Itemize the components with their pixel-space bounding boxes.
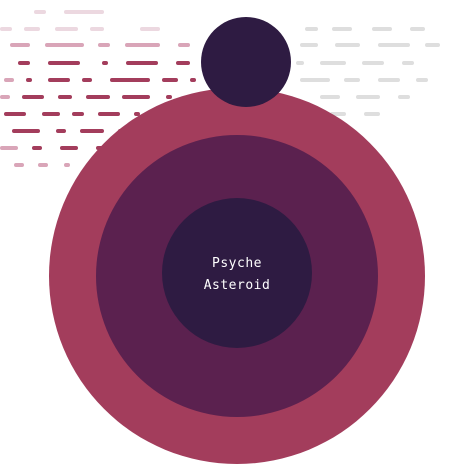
motion-streak	[410, 27, 425, 31]
motion-streak	[134, 112, 140, 116]
motion-streak	[178, 43, 190, 47]
motion-streak	[4, 112, 26, 116]
motion-streak	[86, 95, 110, 99]
motion-streak	[335, 43, 360, 47]
motion-streak	[332, 27, 352, 31]
motion-streak	[48, 78, 70, 82]
motion-streak	[190, 78, 196, 82]
motion-streak	[98, 112, 120, 116]
motion-streak	[378, 43, 410, 47]
motion-streak	[0, 146, 18, 150]
asteroid-label: Psyche Asteroid	[162, 253, 312, 297]
motion-streak	[416, 78, 428, 82]
motion-streaks	[0, 10, 440, 167]
motion-streak	[166, 95, 172, 99]
motion-streak	[80, 129, 104, 133]
motion-streak	[126, 61, 158, 65]
motion-streak	[38, 163, 48, 167]
motion-streak	[362, 61, 384, 65]
motion-streak	[24, 27, 40, 31]
motion-streak	[14, 163, 24, 167]
motion-streak	[122, 95, 150, 99]
motion-streak	[176, 61, 190, 65]
motion-streak	[18, 61, 30, 65]
motion-streak	[4, 78, 14, 82]
motion-streak	[125, 43, 160, 47]
motion-streak	[305, 27, 318, 31]
motion-streak	[425, 43, 440, 47]
moon-circle	[201, 17, 291, 107]
motion-streak	[398, 95, 410, 99]
motion-streak	[22, 95, 44, 99]
motion-streak	[364, 112, 380, 116]
motion-streak	[64, 10, 104, 14]
motion-streak	[45, 43, 84, 47]
asteroid-core	[162, 198, 312, 348]
motion-streak	[64, 163, 70, 167]
motion-streak	[55, 27, 78, 31]
asteroid-label-line1: Psyche	[212, 256, 262, 271]
motion-streak	[110, 78, 150, 82]
motion-streak	[56, 129, 66, 133]
motion-streak	[320, 95, 340, 99]
motion-streak	[320, 61, 346, 65]
motion-streak	[344, 78, 360, 82]
motion-streak	[356, 95, 380, 99]
motion-streak	[90, 27, 104, 31]
motion-streak	[58, 95, 72, 99]
motion-streak	[0, 95, 10, 99]
asteroid-label-line2: Asteroid	[203, 278, 271, 293]
motion-streak	[10, 43, 30, 47]
motion-streak	[0, 27, 12, 31]
motion-streak	[402, 61, 414, 65]
motion-streak	[372, 27, 392, 31]
motion-streak	[300, 43, 318, 47]
motion-streak	[72, 112, 84, 116]
motion-streak	[12, 129, 40, 133]
motion-streak	[140, 27, 160, 31]
motion-streak	[32, 146, 42, 150]
motion-streak	[378, 78, 400, 82]
motion-streak	[102, 61, 108, 65]
motion-streak	[98, 43, 110, 47]
motion-streak	[162, 78, 178, 82]
motion-streak	[60, 146, 78, 150]
motion-streak	[26, 78, 32, 82]
motion-streak	[42, 112, 60, 116]
motion-streak	[34, 10, 46, 14]
motion-streak	[296, 61, 304, 65]
motion-streak	[48, 61, 80, 65]
motion-streak	[300, 78, 330, 82]
motion-streak	[82, 78, 92, 82]
